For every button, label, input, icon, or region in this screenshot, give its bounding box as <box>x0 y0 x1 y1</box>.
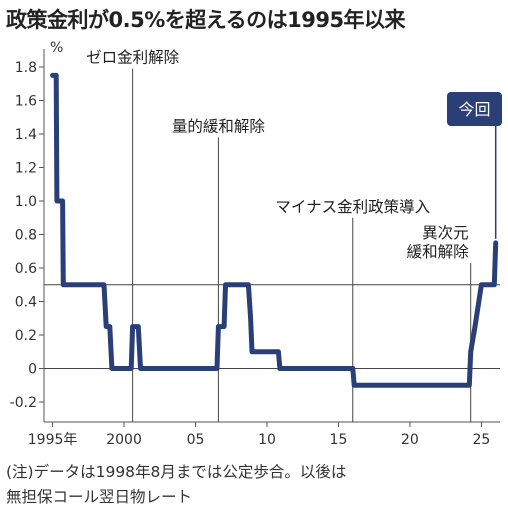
y-tick-label: 1.8 <box>15 60 37 76</box>
y-tick-label: 0.4 <box>15 295 37 311</box>
x-tick-label: 15 <box>330 432 348 448</box>
footnote-line-2: 無担保コール翌日物レート <box>6 488 193 506</box>
x-tick-label: 10 <box>258 432 276 448</box>
policy-rate-chart: % 1.8 1.6 1.4 1.2 1.0 0.8 0.6 0.4 0.2 0 -0.2 1995年 20… <box>10 40 502 448</box>
y-tick-label: 0.8 <box>15 228 37 244</box>
callout-label: 今回 <box>458 100 490 119</box>
x-tick-label: 20 <box>401 432 419 448</box>
y-tick-label: 1.2 <box>15 161 37 177</box>
annotation-label: ゼロ金利解除 <box>86 49 180 67</box>
callout-box <box>447 92 502 126</box>
y-axis-unit-label: % <box>50 40 63 56</box>
y-tick-label: 0.6 <box>15 261 37 277</box>
y-tick-label: 1.0 <box>15 194 37 210</box>
y-tick-label: 0 <box>28 362 37 378</box>
x-tick-label: 05 <box>187 432 205 448</box>
annotation-label: マイナス金利政策導入 <box>275 198 430 216</box>
rate-series-line <box>50 72 499 388</box>
y-tick-label: 0.2 <box>15 328 37 344</box>
footnote-line-1: (注)データは1998年8月までは公定歩合。以後は <box>6 463 347 481</box>
annotation-label: 緩和解除 <box>407 243 470 261</box>
chart-title: 政策金利が0.5%を超えるのは1995年以来 <box>6 8 406 32</box>
x-tick-label: 2000 <box>106 432 142 448</box>
annotation-label: 異次元 <box>422 224 469 242</box>
annotation-label: 量的緩和解除 <box>172 117 266 135</box>
x-tick-label: 1995年 <box>28 432 78 448</box>
y-tick-label: 1.4 <box>15 127 37 143</box>
y-tick-label: 1.6 <box>15 94 37 110</box>
y-tick-label: -0.2 <box>10 395 37 411</box>
x-tick-label: 25 <box>473 432 491 448</box>
